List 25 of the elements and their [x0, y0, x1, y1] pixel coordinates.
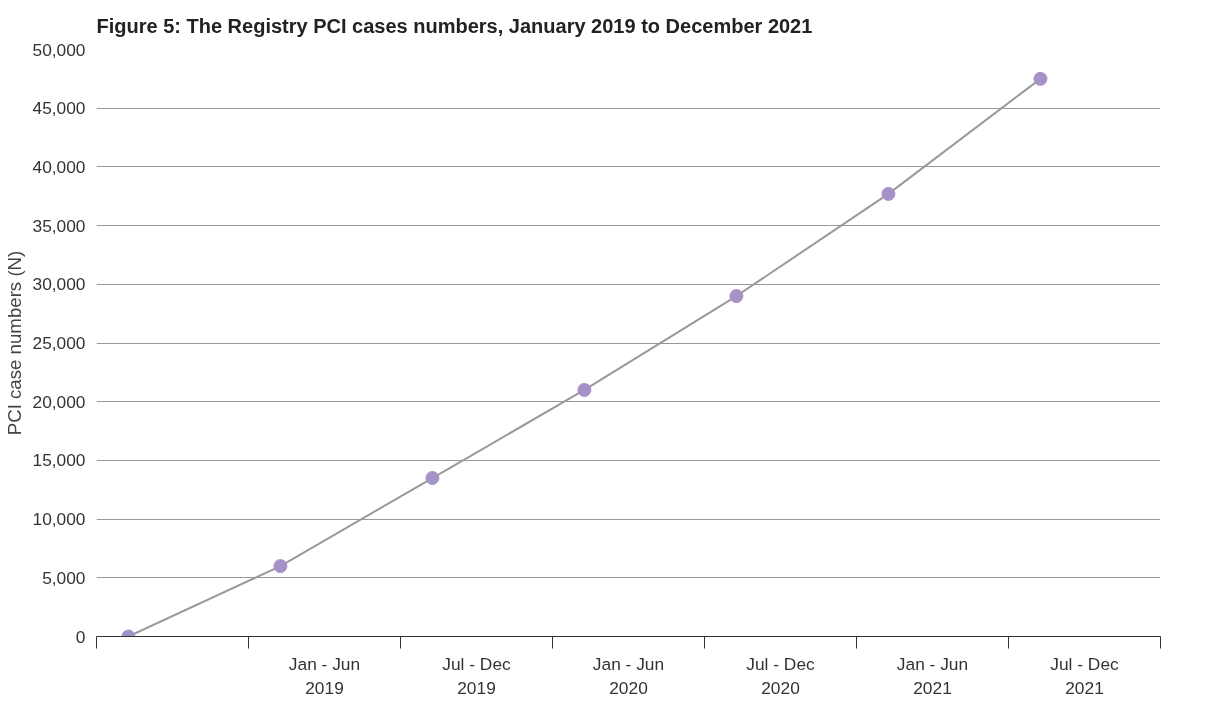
y-tick-label: 0 — [75, 626, 86, 647]
y-tick-label: 25,000 — [32, 333, 86, 353]
point — [729, 289, 744, 304]
point — [425, 471, 440, 485]
y-tick-label: 20,000 — [32, 391, 86, 412]
y-axis-title: PCI case numbers (N) — [3, 250, 25, 436]
x-tick-label: Jan - Jun 2019 — [288, 653, 361, 698]
point — [273, 559, 288, 574]
y-tick-label: 50,000 — [32, 39, 86, 60]
y-tick-label: 5,000 — [42, 567, 86, 588]
y-tick-label: 45,000 — [32, 98, 86, 119]
y-tick-label: 10,000 — [32, 509, 86, 530]
y-tick-label: 30,000 — [32, 274, 86, 295]
y-tick-label: 15,000 — [32, 450, 86, 471]
chart-title: Figure 5: The Registry PCI cases numbers, January 2019 to December 2021 — [96, 15, 813, 37]
x-tick-label: Jan - Jun 2020 — [592, 653, 665, 698]
point — [881, 186, 896, 201]
point — [1033, 71, 1048, 86]
y-tick-label: 35,000 — [32, 215, 86, 236]
point — [577, 382, 592, 397]
x-tick-label: Jul - Dec 2019 — [442, 653, 512, 698]
y-tick-label: 40,000 — [32, 156, 86, 177]
x-tick-label: Jan - Jun 2021 — [896, 653, 969, 698]
x-tick-label: Jul - Dec 2020 — [746, 653, 816, 698]
x-tick-label: Jul - Dec 2021 — [1050, 653, 1120, 698]
